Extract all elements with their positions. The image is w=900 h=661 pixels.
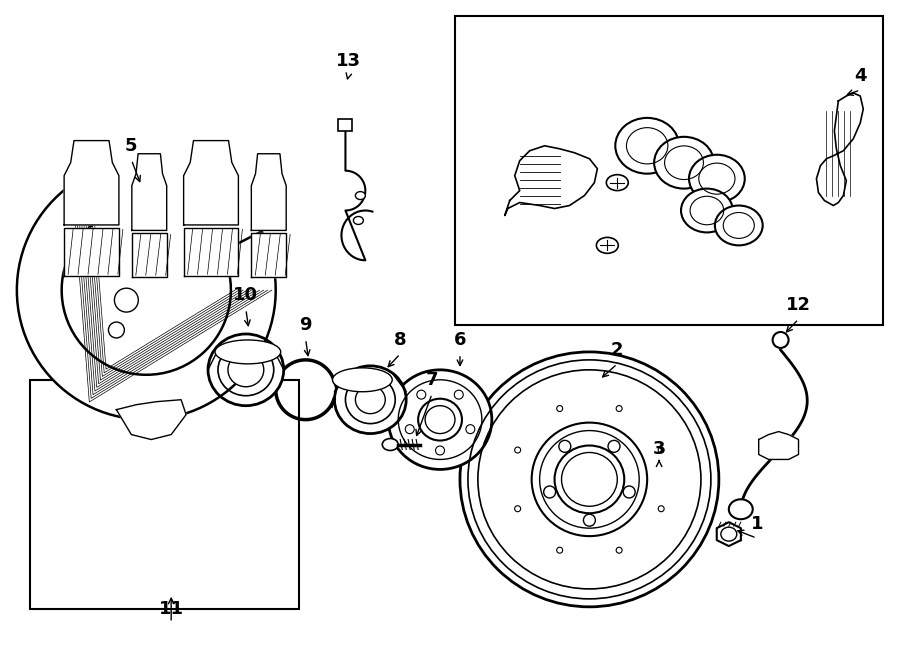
Text: 8: 8 [394,331,407,349]
Text: 7: 7 [426,371,438,389]
Polygon shape [251,154,286,231]
Text: 13: 13 [336,52,361,70]
Ellipse shape [436,446,445,455]
Text: 9: 9 [300,316,312,334]
Ellipse shape [557,406,562,412]
Ellipse shape [454,390,464,399]
Ellipse shape [608,440,620,452]
Ellipse shape [335,366,406,434]
Ellipse shape [715,206,762,245]
Ellipse shape [597,237,618,253]
Ellipse shape [616,118,679,174]
Ellipse shape [623,486,635,498]
Ellipse shape [681,188,733,233]
Ellipse shape [417,390,426,399]
Ellipse shape [108,322,124,338]
Text: 12: 12 [786,296,811,314]
Ellipse shape [689,155,745,202]
Ellipse shape [607,175,628,190]
Polygon shape [64,228,119,276]
Text: 1: 1 [751,515,763,533]
Polygon shape [505,146,598,215]
Ellipse shape [616,406,622,412]
Bar [30,380,299,609]
Polygon shape [131,154,166,231]
Ellipse shape [557,547,562,553]
Ellipse shape [658,447,664,453]
Bar [455,17,883,325]
Text: 10: 10 [233,286,258,304]
Polygon shape [64,141,119,225]
Ellipse shape [544,486,555,498]
Ellipse shape [583,514,596,526]
Polygon shape [184,141,239,225]
Ellipse shape [554,446,625,513]
Ellipse shape [382,438,398,451]
Ellipse shape [729,499,752,519]
Ellipse shape [228,353,264,387]
Ellipse shape [559,440,571,452]
Text: 3: 3 [652,440,665,459]
Polygon shape [251,233,286,277]
Text: 11: 11 [158,600,184,618]
Ellipse shape [208,334,284,406]
Ellipse shape [354,217,364,225]
Polygon shape [716,522,741,546]
Polygon shape [816,93,863,206]
Text: 4: 4 [854,67,867,85]
Polygon shape [116,400,186,440]
Polygon shape [184,228,239,276]
Ellipse shape [515,506,520,512]
Polygon shape [131,233,166,277]
Polygon shape [17,175,275,420]
Ellipse shape [466,424,475,434]
Ellipse shape [532,422,647,536]
Text: 5: 5 [125,137,138,155]
Text: 2: 2 [611,341,624,359]
Ellipse shape [418,399,462,440]
Polygon shape [759,432,798,459]
Ellipse shape [356,192,365,200]
Ellipse shape [460,352,719,607]
Ellipse shape [654,137,714,188]
Ellipse shape [616,547,622,553]
Text: 6: 6 [454,331,466,349]
Ellipse shape [215,340,281,364]
Ellipse shape [332,368,392,392]
Ellipse shape [658,506,664,512]
Ellipse shape [405,424,414,434]
Ellipse shape [515,447,520,453]
Ellipse shape [356,386,385,414]
Bar [338,119,353,131]
Ellipse shape [772,332,788,348]
Ellipse shape [114,288,139,312]
Ellipse shape [388,370,491,469]
